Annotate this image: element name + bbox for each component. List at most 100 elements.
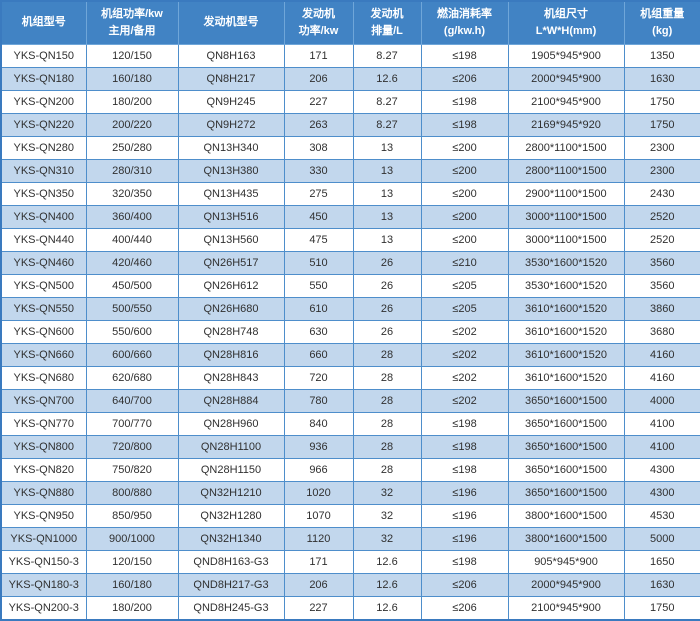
cell-fuel_consumption: ≤198 xyxy=(421,114,508,137)
cell-dimensions: 3000*1100*1500 xyxy=(508,206,624,229)
header-label: 发动机 xyxy=(354,6,421,23)
cell-weight: 4100 xyxy=(624,413,700,436)
cell-engine_model: QN32H1210 xyxy=(178,482,284,505)
cell-engine_model: QN28H884 xyxy=(178,390,284,413)
cell-unit_model: YKS-QN400 xyxy=(1,206,86,229)
cell-engine_model: QN8H163 xyxy=(178,45,284,68)
cell-unit_model: YKS-QN150 xyxy=(1,45,86,68)
cell-fuel_consumption: ≤198 xyxy=(421,45,508,68)
cell-unit_power: 280/310 xyxy=(86,160,178,183)
cell-unit_model: YKS-QN200-3 xyxy=(1,597,86,621)
cell-dimensions: 2800*1100*1500 xyxy=(508,160,624,183)
cell-dimensions: 2800*1100*1500 xyxy=(508,137,624,160)
cell-engine_model: QN8H217 xyxy=(178,68,284,91)
cell-unit_power: 750/820 xyxy=(86,459,178,482)
cell-unit_model: YKS-QN180-3 xyxy=(1,574,86,597)
cell-displacement: 26 xyxy=(353,252,421,275)
cell-displacement: 12.6 xyxy=(353,574,421,597)
cell-engine_power: 550 xyxy=(284,275,353,298)
header-sublabel: 主用/备用 xyxy=(87,23,178,40)
cell-dimensions: 3530*1600*1520 xyxy=(508,252,624,275)
cell-weight: 2300 xyxy=(624,160,700,183)
cell-unit_power: 500/550 xyxy=(86,298,178,321)
cell-displacement: 13 xyxy=(353,160,421,183)
cell-unit_model: YKS-QN440 xyxy=(1,229,86,252)
cell-unit_power: 160/180 xyxy=(86,68,178,91)
cell-displacement: 13 xyxy=(353,183,421,206)
cell-unit_model: YKS-QN660 xyxy=(1,344,86,367)
cell-unit_model: YKS-QN800 xyxy=(1,436,86,459)
cell-fuel_consumption: ≤206 xyxy=(421,574,508,597)
cell-dimensions: 3610*1600*1520 xyxy=(508,298,624,321)
cell-unit_model: YKS-QN550 xyxy=(1,298,86,321)
cell-weight: 3560 xyxy=(624,252,700,275)
column-header-engine-model: 发动机型号 xyxy=(178,1,284,45)
cell-dimensions: 3610*1600*1520 xyxy=(508,344,624,367)
cell-displacement: 8.27 xyxy=(353,91,421,114)
cell-unit_power: 900/1000 xyxy=(86,528,178,551)
cell-dimensions: 3610*1600*1520 xyxy=(508,367,624,390)
cell-displacement: 28 xyxy=(353,390,421,413)
cell-engine_power: 966 xyxy=(284,459,353,482)
cell-engine_model: QN9H245 xyxy=(178,91,284,114)
cell-fuel_consumption: ≤202 xyxy=(421,344,508,367)
cell-engine_power: 1070 xyxy=(284,505,353,528)
cell-dimensions: 3650*1600*1500 xyxy=(508,482,624,505)
header-sublabel: (kg) xyxy=(625,23,700,40)
cell-engine_model: QN13H560 xyxy=(178,229,284,252)
cell-displacement: 28 xyxy=(353,344,421,367)
cell-fuel_consumption: ≤198 xyxy=(421,91,508,114)
cell-displacement: 13 xyxy=(353,229,421,252)
cell-displacement: 12.6 xyxy=(353,597,421,621)
cell-engine_model: QN28H1150 xyxy=(178,459,284,482)
cell-engine_power: 263 xyxy=(284,114,353,137)
cell-unit_model: YKS-QN180 xyxy=(1,68,86,91)
cell-fuel_consumption: ≤206 xyxy=(421,597,508,621)
cell-displacement: 28 xyxy=(353,459,421,482)
cell-unit_power: 320/350 xyxy=(86,183,178,206)
cell-engine_model: QN13H435 xyxy=(178,183,284,206)
cell-dimensions: 3650*1600*1500 xyxy=(508,413,624,436)
cell-unit_power: 180/200 xyxy=(86,91,178,114)
cell-weight: 1630 xyxy=(624,574,700,597)
cell-unit_power: 450/500 xyxy=(86,275,178,298)
cell-dimensions: 3800*1600*1500 xyxy=(508,528,624,551)
header-label: 机组尺寸 xyxy=(509,6,624,23)
column-header-engine-power: 发动机 功率/kw xyxy=(284,1,353,45)
cell-unit_model: YKS-QN1000 xyxy=(1,528,86,551)
header-label: 燃油消耗率 xyxy=(422,6,508,23)
cell-dimensions: 2100*945*900 xyxy=(508,91,624,114)
cell-weight: 4300 xyxy=(624,459,700,482)
cell-dimensions: 2169*945*920 xyxy=(508,114,624,137)
column-header-unit-power: 机组功率/kw 主用/备用 xyxy=(86,1,178,45)
cell-engine_model: QN26H680 xyxy=(178,298,284,321)
cell-unit_power: 850/950 xyxy=(86,505,178,528)
cell-fuel_consumption: ≤202 xyxy=(421,321,508,344)
cell-dimensions: 2100*945*900 xyxy=(508,597,624,621)
cell-engine_power: 171 xyxy=(284,45,353,68)
cell-displacement: 12.6 xyxy=(353,68,421,91)
cell-engine_power: 840 xyxy=(284,413,353,436)
cell-weight: 2430 xyxy=(624,183,700,206)
cell-engine_model: QN28H843 xyxy=(178,367,284,390)
cell-weight: 1750 xyxy=(624,597,700,621)
cell-dimensions: 3650*1600*1500 xyxy=(508,436,624,459)
cell-dimensions: 3650*1600*1500 xyxy=(508,390,624,413)
cell-weight: 3560 xyxy=(624,275,700,298)
cell-fuel_consumption: ≤198 xyxy=(421,551,508,574)
cell-fuel_consumption: ≤198 xyxy=(421,413,508,436)
cell-dimensions: 3610*1600*1520 xyxy=(508,321,624,344)
cell-displacement: 28 xyxy=(353,436,421,459)
cell-displacement: 32 xyxy=(353,528,421,551)
cell-weight: 1630 xyxy=(624,68,700,91)
